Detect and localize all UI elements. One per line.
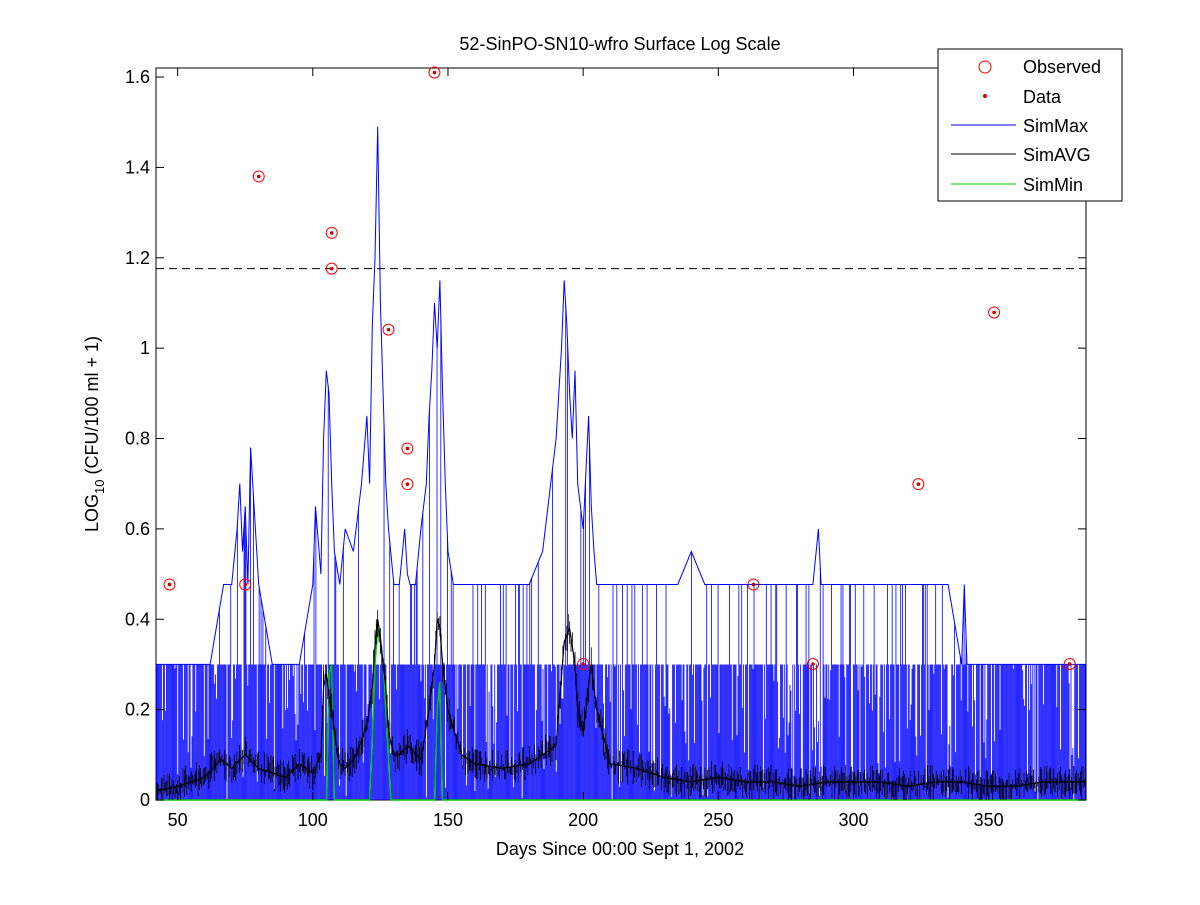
observed-point xyxy=(401,478,414,491)
observed-point xyxy=(1063,657,1076,670)
data-point xyxy=(329,266,334,271)
x-tick-label: 150 xyxy=(433,810,463,830)
data-point xyxy=(243,582,248,587)
legend-data-marker xyxy=(983,94,987,98)
chart-title: 52-SinPO-SN10-wfro Surface Log Scale xyxy=(459,34,780,54)
data-point xyxy=(992,310,996,315)
observed-point xyxy=(325,262,338,275)
y-tick-label: 1.6 xyxy=(125,67,150,87)
chart-legend: Observed Data SimMax SimAVG SimMin xyxy=(937,48,1123,202)
y-axis-label-sub: 10 xyxy=(92,480,107,494)
data-point xyxy=(405,482,410,486)
observed-point xyxy=(428,66,441,79)
simmax-line xyxy=(156,126,1086,665)
observed-point xyxy=(806,657,819,670)
observed-point xyxy=(163,578,176,591)
x-tick-label: 200 xyxy=(568,810,598,830)
observed-point xyxy=(325,226,338,239)
y-tick-label: 1.4 xyxy=(125,157,150,177)
x-tick-label: 100 xyxy=(298,810,328,830)
series-simmax xyxy=(155,126,1086,800)
data-point xyxy=(1067,662,1072,666)
observed-point xyxy=(382,323,395,336)
x-tick-label: 300 xyxy=(838,810,868,830)
observed-point xyxy=(912,478,925,491)
legend-simmin-label: SimMin xyxy=(1023,175,1083,195)
data-point xyxy=(751,582,756,587)
y-tick-label: 0.8 xyxy=(125,429,150,449)
legend-data-label: Data xyxy=(1023,87,1062,107)
x-tick-label: 50 xyxy=(168,810,188,830)
y-axis-label-base: LOG xyxy=(82,494,102,532)
y-tick-label: 0.6 xyxy=(125,519,150,539)
data-point xyxy=(405,446,410,451)
data-point xyxy=(329,231,334,235)
data-point xyxy=(167,582,172,587)
legend-simavg-label: SimAVG xyxy=(1023,145,1091,165)
x-tick-label: 250 xyxy=(703,810,733,830)
observed-point xyxy=(577,657,590,670)
observed-point xyxy=(239,578,252,591)
legend-observed-label: Observed xyxy=(1023,57,1101,77)
y-axis-label-rest: (CFU/100 ml + 1) xyxy=(82,336,102,480)
observed-point xyxy=(252,170,265,183)
data-point xyxy=(581,662,585,666)
observed-point xyxy=(401,442,414,455)
data-point xyxy=(386,327,391,332)
data-point xyxy=(811,662,815,666)
legend-simmax-label: SimMax xyxy=(1023,116,1088,136)
observed-point xyxy=(747,578,760,591)
series-layer xyxy=(155,66,1087,801)
y-tick-label: 1 xyxy=(140,338,150,358)
data-point xyxy=(916,482,921,486)
y-tick-label: 0 xyxy=(140,790,150,810)
y-axis-label: LOG10 (CFU/100 ml + 1) xyxy=(82,336,107,532)
x-axis-label: Days Since 00:00 Sept 1, 2002 xyxy=(496,839,744,859)
series-simavg xyxy=(155,610,1087,800)
observed-point xyxy=(988,306,1001,319)
y-tick-label: 0.2 xyxy=(125,700,150,720)
legend-observed-marker xyxy=(978,60,992,74)
data-point xyxy=(256,174,261,179)
data-point xyxy=(432,70,437,75)
y-tick-label: 0.4 xyxy=(125,609,150,629)
y-tick-label: 1.2 xyxy=(125,248,150,268)
x-tick-label: 350 xyxy=(974,810,1004,830)
